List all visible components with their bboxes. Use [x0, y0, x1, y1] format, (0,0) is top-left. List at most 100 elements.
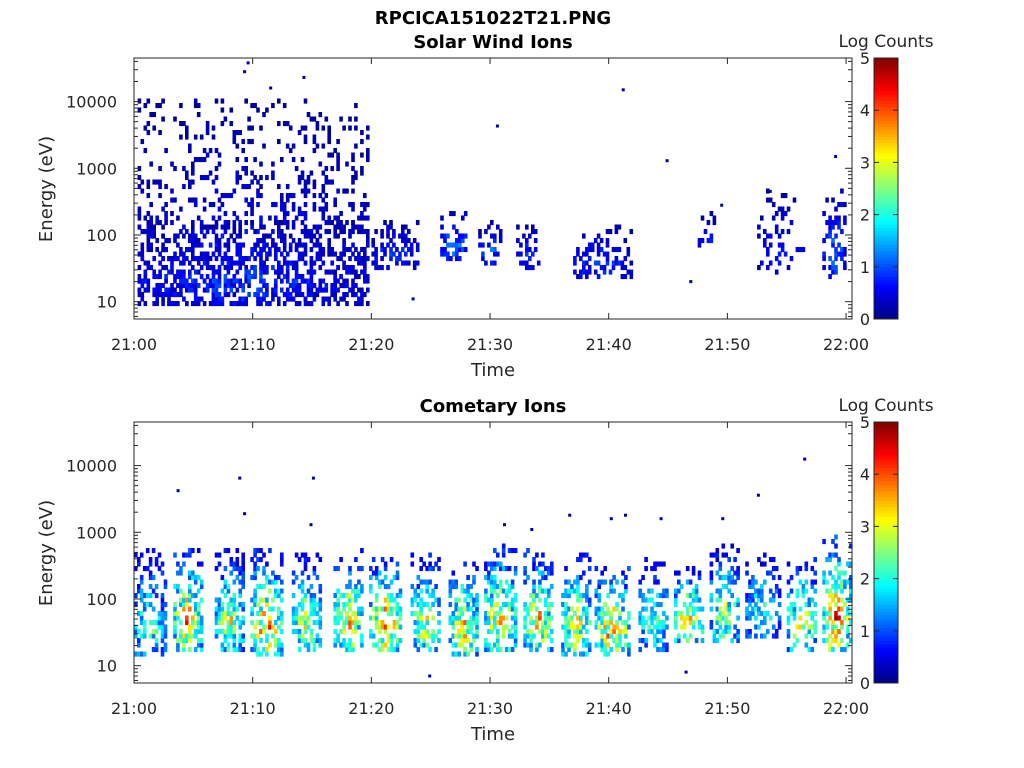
heatmap-cell [309, 274, 314, 280]
heatmap-cell [618, 638, 622, 644]
heatmap-cell [339, 615, 343, 621]
colorbar-tick-label: 5 [860, 49, 870, 68]
heatmap-cell [253, 597, 257, 603]
heatmap-cell [466, 638, 470, 644]
x-tick-label: 21:30 [467, 699, 513, 718]
heatmap-cell [185, 301, 189, 307]
heatmap-cell [158, 274, 162, 280]
heatmap-cell [828, 233, 832, 239]
heatmap-cell [564, 606, 568, 612]
heatmap-cell [727, 624, 731, 630]
heatmap-cell [262, 224, 266, 230]
x-axis-label: Time [470, 360, 515, 381]
heatmap-cell [377, 579, 382, 585]
heatmap-cell [582, 260, 586, 266]
heatmap-cell [677, 588, 681, 594]
heatmap-cell [158, 103, 162, 109]
heatmap-point [684, 670, 688, 674]
heatmap-cell [139, 611, 144, 617]
heatmap-cell [170, 161, 174, 167]
heatmap-cell [763, 602, 767, 608]
heatmap-cell [768, 197, 773, 203]
heatmap-cell [532, 602, 536, 608]
heatmap-cell [466, 575, 470, 581]
heatmap-cell [425, 642, 429, 648]
colorbar-segment [874, 594, 898, 599]
heatmap-cell [813, 638, 817, 644]
heatmap-cell [768, 260, 773, 266]
heatmap-cell [360, 548, 364, 554]
heatmap-cell [336, 633, 340, 639]
heatmap-cell [345, 615, 349, 621]
heatmap-cell [220, 647, 225, 653]
heatmap-cell [498, 620, 503, 626]
heatmap-cell [398, 615, 403, 621]
heatmap-cell [507, 602, 512, 608]
heatmap-cell [205, 265, 210, 271]
heatmap-cell [437, 611, 441, 617]
heatmap-cell [454, 633, 458, 639]
heatmap-cell [443, 238, 447, 244]
heatmap-cell [585, 588, 589, 594]
heatmap-cell [146, 233, 151, 239]
heatmap-cell [395, 575, 400, 581]
heatmap-cell [259, 224, 263, 230]
heatmap-cell [348, 579, 352, 585]
heatmap-cell [193, 242, 198, 248]
heatmap-cell [627, 611, 631, 617]
heatmap-cell [644, 606, 648, 612]
heatmap-cell [576, 579, 580, 585]
colorbar-segment [874, 545, 898, 550]
heatmap-cell [662, 620, 666, 626]
heatmap-cell [472, 561, 476, 567]
heatmap-cell [217, 274, 222, 280]
heatmap-cell [318, 287, 323, 293]
heatmap-cell [490, 220, 494, 226]
heatmap-cell [715, 606, 720, 612]
heatmap-cell [712, 552, 717, 558]
heatmap-cell [674, 611, 678, 617]
heatmap-cell [179, 260, 183, 266]
colorbar-segment [874, 503, 898, 508]
heatmap-cell [140, 278, 145, 284]
heatmap-cell [573, 642, 577, 648]
heatmap-cell [780, 242, 785, 248]
heatmap-cell [151, 548, 156, 554]
heatmap-cell [303, 552, 308, 558]
heatmap-cell [389, 256, 393, 262]
heatmap-cell [342, 229, 346, 235]
heatmap-cell [155, 301, 159, 307]
heatmap-cell [525, 224, 529, 230]
heatmap-cell [490, 575, 494, 581]
heatmap-cell [709, 552, 714, 558]
heatmap-cell [265, 233, 269, 239]
heatmap-cell [425, 602, 429, 608]
heatmap-cell [220, 107, 225, 113]
heatmap-cell [294, 606, 299, 612]
heatmap-cell [143, 215, 148, 221]
heatmap-cell [211, 287, 216, 293]
colorbar-segment [874, 624, 898, 629]
heatmap-cell [277, 247, 281, 253]
heatmap-cell [757, 624, 761, 630]
heatmap-cell [603, 620, 607, 626]
heatmap-cell [458, 247, 462, 253]
heatmap-cell [795, 247, 800, 253]
heatmap-cell [463, 620, 467, 626]
heatmap-cell [624, 588, 628, 594]
heatmap-cell [615, 638, 619, 644]
heatmap-cell [783, 251, 788, 257]
heatmap-cell [321, 278, 326, 284]
heatmap-cell [294, 287, 299, 293]
heatmap-cell [357, 620, 361, 626]
heatmap-cell [712, 629, 717, 635]
heatmap-cell [822, 238, 826, 244]
heatmap-cell [303, 215, 308, 221]
heatmap-cell [226, 269, 231, 275]
heatmap-cell [834, 638, 838, 644]
heatmap-cell [626, 251, 631, 257]
heatmap-cell [158, 179, 162, 185]
heatmap-cell [780, 193, 785, 199]
heatmap-cell [544, 597, 548, 603]
colorbar-segment [874, 227, 898, 232]
